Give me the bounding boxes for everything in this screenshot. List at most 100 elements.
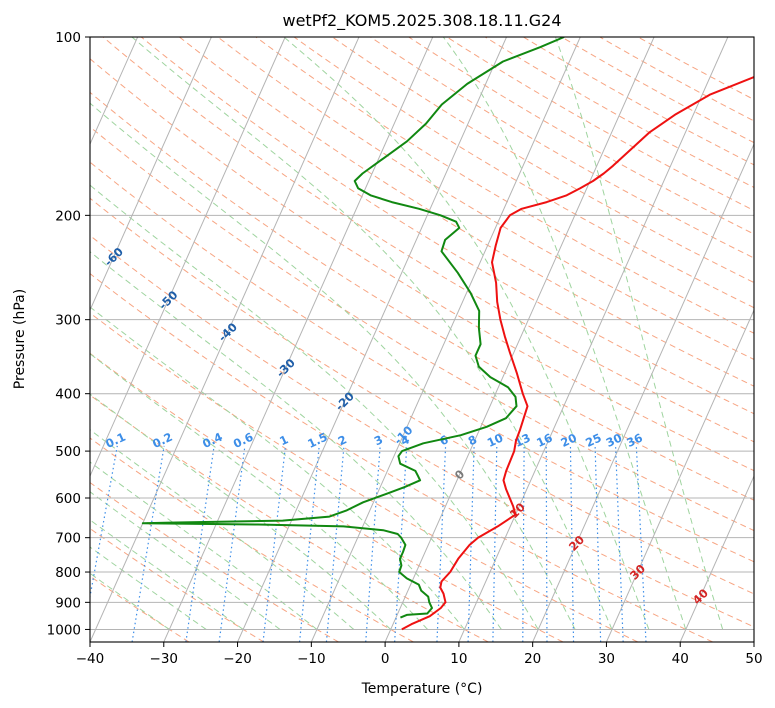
mixing-ratio-line xyxy=(365,445,381,642)
moist-adiabat xyxy=(555,37,724,630)
mixing-ratio-line xyxy=(131,445,165,642)
y-axis-label: Pressure (hPa) xyxy=(12,289,28,389)
x-tick-label: −20 xyxy=(223,651,252,667)
isotherm xyxy=(384,37,655,642)
isotherm xyxy=(605,308,754,642)
dry-adiabat xyxy=(255,37,754,334)
x-tick-label: 40 xyxy=(672,651,689,667)
y-tick-label: 300 xyxy=(55,313,81,329)
dry-adiabat xyxy=(90,234,754,628)
moist-adiabat xyxy=(90,353,428,630)
isotherm xyxy=(237,37,507,642)
temperature-trace xyxy=(401,76,754,631)
mixing-ratio-label: 10 xyxy=(485,431,505,450)
x-axis-label: Temperature (°C) xyxy=(361,681,483,697)
y-tick-label: 100 xyxy=(55,30,81,46)
mixing-ratio-line xyxy=(492,445,498,642)
mixing-ratio-line xyxy=(545,445,548,642)
moist-adiabat xyxy=(90,102,576,630)
moist-adiabat xyxy=(90,519,244,630)
dry-adiabat xyxy=(90,197,754,595)
moist-adiabat xyxy=(90,429,355,630)
dry-adiabat xyxy=(90,161,754,563)
x-tick-label: −10 xyxy=(297,651,326,667)
mixing-ratio-label: 36 xyxy=(624,431,644,450)
moist-adiabat xyxy=(90,184,539,630)
y-tick-label: 200 xyxy=(55,208,81,224)
isotherm xyxy=(679,474,754,642)
mixing-ratio-line xyxy=(635,445,647,642)
y-tick-label: 900 xyxy=(55,595,81,611)
plot-frame xyxy=(89,36,755,643)
y-tick-label: 500 xyxy=(55,444,81,460)
mixing-ratio-line xyxy=(298,445,320,642)
moist-adiabat xyxy=(90,572,170,630)
mixing-ratio-line xyxy=(394,445,408,642)
dry-adiabat xyxy=(523,37,754,166)
mixing-ratio-line xyxy=(185,445,215,642)
mixing-ratio-line xyxy=(522,445,525,642)
dry-adiabat xyxy=(90,394,489,642)
dry-adiabat xyxy=(90,527,265,642)
isotherm xyxy=(458,37,729,642)
x-tick-label: 0 xyxy=(381,651,390,667)
dry-adiabat xyxy=(90,312,639,642)
isotherm xyxy=(532,142,754,642)
mixing-ratio-line xyxy=(569,445,575,642)
isotherm xyxy=(90,37,286,478)
moist-adiabat xyxy=(90,546,207,630)
mixing-ratio-line xyxy=(594,445,602,642)
profile-traces xyxy=(141,37,754,631)
dry-adiabat xyxy=(332,37,754,284)
y-tick-label: 600 xyxy=(55,491,81,507)
mixing-ratio-label: 25 xyxy=(583,431,603,450)
dewpoint-trace xyxy=(141,37,565,619)
dry-adiabat xyxy=(408,37,754,235)
isotherm xyxy=(163,37,434,642)
chart-title: wetPf2_KOM5.2025.308.18.11.G24 xyxy=(282,11,561,31)
x-tick-label: −40 xyxy=(76,651,105,667)
y-tick-label: 800 xyxy=(55,565,81,581)
x-tick-label: 30 xyxy=(598,651,615,667)
isotherm xyxy=(90,37,360,642)
moist-adiabat xyxy=(90,306,465,630)
dry-adiabat xyxy=(90,481,339,642)
y-tick-label: 1000 xyxy=(47,622,81,638)
dry-adiabat xyxy=(90,126,754,532)
dry-adiabat xyxy=(90,91,754,501)
dry-adiabat xyxy=(484,37,754,189)
mixing-ratio-line xyxy=(614,445,624,642)
moist-adiabat xyxy=(90,393,392,630)
isotherm xyxy=(310,37,581,642)
x-axis: −40 −30 −20 −10 0 10 20 30 40 50 xyxy=(76,642,763,667)
y-tick-label: 400 xyxy=(55,387,81,403)
x-tick-label: 50 xyxy=(745,651,762,667)
dry-adiabat xyxy=(217,37,754,361)
isotherm xyxy=(90,37,139,146)
dry-adiabat xyxy=(293,37,754,309)
y-axis: 100 200 300 400 500 600 700 800 900 1000 xyxy=(47,30,90,638)
mixing-ratio-line xyxy=(325,445,345,642)
mixing-ratio-line xyxy=(218,445,246,642)
dry-adiabat xyxy=(561,37,754,144)
moist-adiabat xyxy=(442,37,687,630)
mixing-ratio-line xyxy=(262,445,287,642)
moist-adiabat xyxy=(90,491,281,630)
isotherm xyxy=(90,37,212,312)
dry-adiabat xyxy=(370,37,754,259)
dry-adiabat xyxy=(90,352,564,642)
background-lines xyxy=(90,37,754,642)
mixing-ratio-line xyxy=(90,445,118,601)
mixing-ratio-label: 20 xyxy=(558,431,578,450)
x-tick-label: 10 xyxy=(450,651,467,667)
dry-adiabat xyxy=(179,37,754,387)
x-tick-label: 20 xyxy=(524,651,541,667)
y-tick-label: 700 xyxy=(55,531,81,547)
moist-adiabat xyxy=(90,251,502,630)
mixing-ratio-label: 16 xyxy=(534,431,554,450)
mixing-ratio-line xyxy=(467,445,475,642)
moist-adiabat xyxy=(283,37,650,630)
x-tick-label: −30 xyxy=(150,651,179,667)
dry-adiabat xyxy=(90,273,713,642)
